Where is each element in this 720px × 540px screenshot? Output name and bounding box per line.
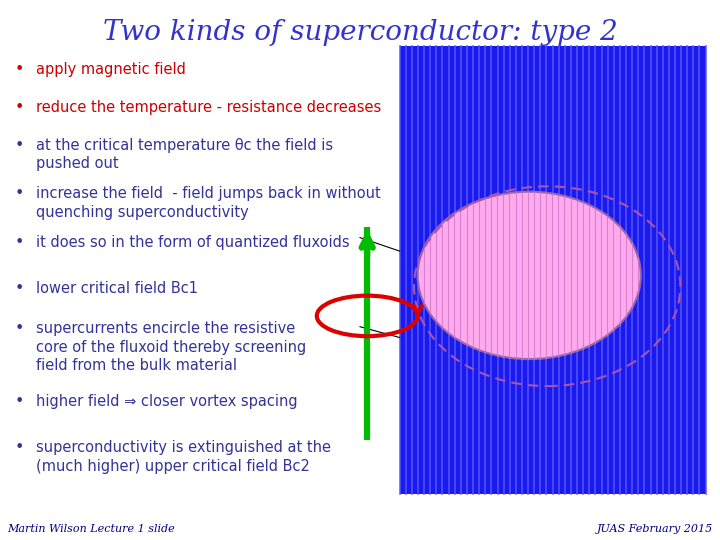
Text: lower critical field Bc1: lower critical field Bc1 (36, 281, 198, 296)
Text: •: • (14, 100, 24, 115)
Text: at the critical temperature θc the field is
pushed out: at the critical temperature θc the field… (36, 138, 333, 171)
Text: apply magnetic field: apply magnetic field (36, 62, 186, 77)
Text: •: • (14, 235, 24, 250)
Text: •: • (14, 186, 24, 201)
Text: •: • (14, 281, 24, 296)
Text: increase the field  - field jumps back in without
quenching superconductivity: increase the field - field jumps back in… (36, 186, 381, 220)
Text: •: • (14, 394, 24, 409)
Text: higher field ⇒ closer vortex spacing: higher field ⇒ closer vortex spacing (36, 394, 297, 409)
Text: JUAS February 2015: JUAS February 2015 (597, 523, 713, 534)
Text: reduce the temperature - resistance decreases: reduce the temperature - resistance decr… (36, 100, 382, 115)
Circle shape (418, 192, 641, 359)
Text: Two kinds of superconductor: type 2: Two kinds of superconductor: type 2 (103, 19, 617, 46)
Text: supercurrents encircle the resistive
core of the fluxoid thereby screening
field: supercurrents encircle the resistive cor… (36, 321, 306, 374)
Bar (400, 46, 706, 494)
Text: •: • (14, 321, 24, 336)
Text: Martin Wilson Lecture 1 slide: Martin Wilson Lecture 1 slide (7, 523, 175, 534)
Text: •: • (14, 62, 24, 77)
Text: it does so in the form of quantized fluxoids: it does so in the form of quantized flux… (36, 235, 350, 250)
Text: •: • (14, 440, 24, 455)
Text: superconductivity is extinguished at the
(much higher) upper critical field Bc2: superconductivity is extinguished at the… (36, 440, 331, 474)
Text: •: • (14, 138, 24, 153)
